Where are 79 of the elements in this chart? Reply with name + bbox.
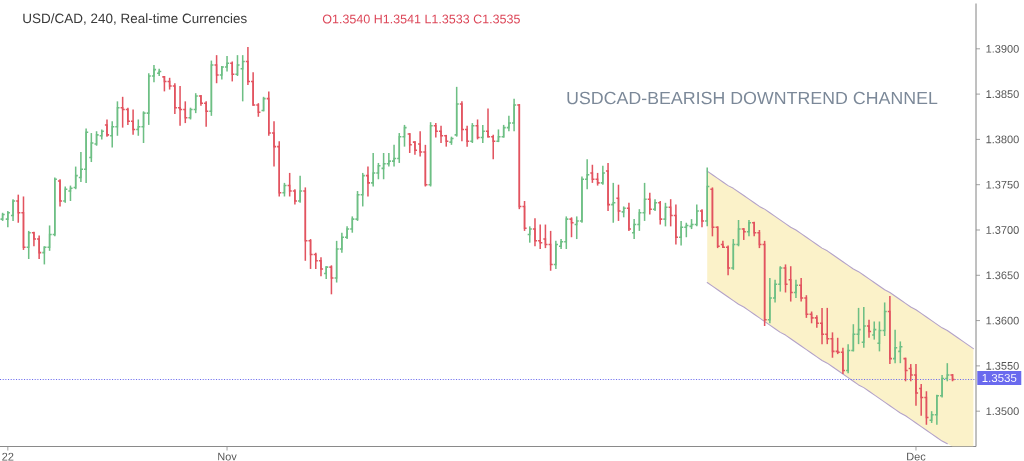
candlestick [568,216,575,238]
candlestick [646,192,653,216]
candlestick [657,200,664,226]
candlestick [469,122,476,144]
candlestick [453,86,460,138]
y-tick-label: 1.3750 [986,180,1019,189]
candlestick [840,346,846,375]
candlestick [511,97,517,133]
y-tick-label: 1.3700 [986,226,1019,234]
candlestick [871,320,878,341]
y-tick-label: 1.3600 [986,316,1019,325]
candlestick [297,174,303,204]
candlestick [422,144,429,188]
candlestick [25,230,32,260]
candlestick [725,244,731,277]
candlestick [693,203,700,228]
candlestick [57,178,63,208]
candlestick [485,107,491,139]
x-tick-label: Dec [907,452,926,461]
candlestick [427,121,434,188]
y-tick-label: 1.3850 [986,90,1019,98]
candlestick [860,306,867,349]
candlestick [553,240,559,270]
candlestick [704,166,711,228]
candlestick [673,203,679,246]
candlestick [333,240,340,284]
candlestick [766,277,773,325]
y-tick-label: 1.3800 [986,135,1019,144]
candlestick [36,234,43,260]
candlestick [10,198,16,222]
y-tick-label: 1.3900 [986,44,1019,53]
candlestick [599,164,606,186]
x-tick-label: Nov [218,452,237,461]
y-tick-label: 1.3650 [986,271,1019,280]
candlestick [537,223,544,250]
candlestick [83,127,89,184]
candlestick [234,54,241,77]
candlestick [302,186,309,262]
candlestick [793,279,799,299]
candlestick [887,295,893,365]
candlestick [819,307,825,345]
ref-line-label: 1.3535 [982,373,1017,383]
candlestick [918,383,925,417]
candlestick [479,124,486,144]
candlestick [699,208,705,229]
candlestick [579,175,585,224]
candlestick [88,132,95,163]
candlestick [370,152,377,188]
candlestick [328,264,335,296]
candlestick [782,263,789,294]
candlestick [626,202,632,232]
candlestick [866,318,872,339]
candlestick [490,134,497,161]
candlestick [532,217,538,248]
candlestick [208,59,215,117]
candlestick [913,363,919,407]
candlestick [678,220,684,247]
candlestick [130,108,136,136]
y-tick-label: 1.3500 [986,407,1019,416]
text: O1.3540 H1.3541 L1.3533 C1.3535 [322,14,520,24]
candlestick [459,100,465,142]
candlestick [171,82,178,115]
candlestick [318,256,324,277]
text: USD/CAD, 240, Real-time Currencies [23,13,247,25]
candlestick [923,390,930,426]
y-tick-label: 1.3550 [986,361,1019,370]
candlestick [229,60,236,83]
candlestick [761,240,768,327]
candlestick [114,100,121,137]
candlestick [145,72,152,126]
candlestick [20,195,27,251]
candlestick [610,182,617,224]
candlestick [563,215,570,250]
candlestick [365,165,371,198]
x-tick-label: 22 [2,452,14,461]
candlestick [547,230,554,272]
candlestick [892,328,898,364]
annotation: USDCAD-BEARISH DOWNTREND CHANNEL [567,91,938,105]
candlestick [605,162,611,212]
